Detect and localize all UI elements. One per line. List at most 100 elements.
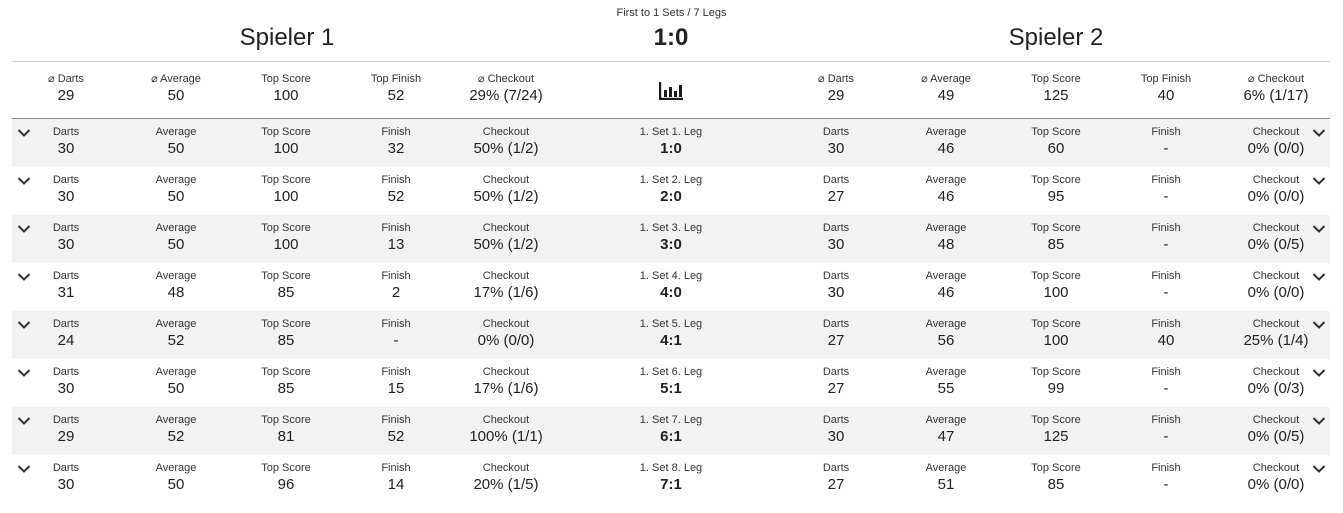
p2-leg-darts-label: Darts — [822, 462, 850, 474]
p1-leg-darts-label: Darts — [52, 366, 80, 378]
p1-leg-average-label: Average — [155, 126, 197, 138]
p2-leg-darts-value: 30 — [827, 140, 845, 157]
p2-leg-finish-value: - — [1163, 476, 1169, 493]
p1-leg-finish-value: 32 — [387, 140, 405, 157]
leg-center: 1. Set 4. Leg 4:0 — [616, 269, 726, 302]
leg-row[interactable]: Darts 24 Average 52 Top Score 85 Finish - Checko… — [12, 311, 1330, 359]
player2-name: Spieler 2 — [1008, 24, 1104, 51]
p2-avg-darts-value: 29 — [827, 87, 845, 104]
p2-leg-checkout-label: Checkout — [1252, 126, 1300, 138]
p2-leg-checkout: Checkout 0% (0/0) — [1221, 125, 1331, 158]
chevron-down-icon[interactable] — [17, 461, 31, 473]
leg-row[interactable]: Darts 30 Average 50 Top Score 96 Finish 14 Check… — [12, 455, 1330, 503]
chevron-down-icon[interactable] — [17, 365, 31, 377]
p1-leg-average-label: Average — [155, 318, 197, 330]
p2-leg-finish: Finish - — [1111, 221, 1221, 254]
p2-leg-darts: Darts 27 — [781, 173, 891, 206]
p1-leg-checkout-value: 100% (1/1) — [469, 428, 543, 445]
p2-leg-checkout-value: 0% (0/0) — [1247, 188, 1305, 205]
p2-top-finish: Top Finish 40 — [1111, 72, 1221, 105]
p2-avg-average-label: ⌀ Average — [921, 73, 971, 85]
p2-leg-average-label: Average — [925, 222, 967, 234]
p1-top-score: Top Score 100 — [231, 72, 341, 105]
chevron-down-icon[interactable] — [1312, 365, 1326, 377]
p1-leg-finish-value: 52 — [387, 428, 405, 445]
p2-leg-finish-value: - — [1163, 428, 1169, 445]
p1-leg-finish-label: Finish — [381, 222, 411, 234]
p1-leg-darts-value: 30 — [57, 380, 75, 397]
leg-row[interactable]: Darts 30 Average 50 Top Score 100 Finish 13 Chec… — [12, 215, 1330, 263]
p1-leg-average: Average 50 — [121, 461, 231, 494]
p2-leg-checkout-value: 0% (0/0) — [1247, 476, 1305, 493]
p1-leg-top-score-value: 85 — [277, 332, 295, 349]
leg-center: 1. Set 6. Leg 5:1 — [616, 365, 726, 398]
chevron-down-icon[interactable] — [1312, 125, 1326, 137]
p2-top-finish-value: 40 — [1157, 87, 1175, 104]
p1-leg-finish-label: Finish — [381, 174, 411, 186]
p2-leg-darts: Darts 27 — [781, 365, 891, 398]
chevron-down-icon[interactable] — [17, 317, 31, 329]
p1-leg-top-score-label: Top Score — [261, 366, 311, 378]
p2-leg-finish-label: Finish — [1151, 318, 1181, 330]
leg-title: 1. Set 3. Leg — [639, 222, 703, 234]
chevron-down-icon[interactable] — [1312, 317, 1326, 329]
p1-leg-darts-value: 24 — [57, 332, 75, 349]
p1-leg-average-value: 50 — [167, 140, 185, 157]
p1-leg-checkout: Checkout 17% (1/6) — [451, 365, 561, 398]
p2-leg-checkout-label: Checkout — [1252, 318, 1300, 330]
p2-leg-darts-label: Darts — [822, 270, 850, 282]
p2-leg-average-value: 46 — [937, 284, 955, 301]
p1-leg-checkout-value: 17% (1/6) — [473, 380, 539, 397]
chevron-down-icon[interactable] — [17, 413, 31, 425]
p1-leg-checkout-value: 50% (1/2) — [473, 236, 539, 253]
p1-leg-top-score: Top Score 85 — [231, 365, 341, 398]
p2-leg-checkout-label: Checkout — [1252, 366, 1300, 378]
p2-leg-top-score-label: Top Score — [1031, 222, 1081, 234]
p1-leg-average-value: 52 — [167, 428, 185, 445]
chevron-down-icon[interactable] — [17, 269, 31, 281]
leg-row[interactable]: Darts 29 Average 52 Top Score 81 Finish 52 Check… — [12, 407, 1330, 455]
chevron-down-icon[interactable] — [1312, 269, 1326, 281]
p2-leg-checkout-value: 25% (1/4) — [1243, 332, 1309, 349]
p2-leg-average: Average 56 — [891, 317, 1001, 350]
p1-leg-average: Average 50 — [121, 221, 231, 254]
chevron-down-icon[interactable] — [1312, 413, 1326, 425]
p2-leg-top-score-value: 95 — [1047, 188, 1065, 205]
p1-leg-average: Average 48 — [121, 269, 231, 302]
p1-leg-darts-label: Darts — [52, 462, 80, 474]
p1-leg-finish-value: 52 — [387, 188, 405, 205]
p1-leg-finish-label: Finish — [381, 366, 411, 378]
p1-leg-top-score-label: Top Score — [261, 174, 311, 186]
p1-avg-average-value: 50 — [167, 87, 185, 104]
leg-row[interactable]: Darts 30 Average 50 Top Score 85 Finish 15 Check… — [12, 359, 1330, 407]
p2-avg-checkout-value: 6% (1/17) — [1243, 87, 1309, 104]
leg-row[interactable]: Darts 30 Average 50 Top Score 100 Finish 52 Chec… — [12, 167, 1330, 215]
leg-row[interactable]: Darts 30 Average 50 Top Score 100 Finish 32 Chec… — [12, 119, 1330, 167]
p1-leg-checkout-label: Checkout — [482, 414, 530, 426]
chevron-down-icon[interactable] — [17, 125, 31, 137]
leg-row[interactable]: Darts 31 Average 48 Top Score 85 Finish 2 Checko… — [12, 263, 1330, 311]
p2-leg-finish-value: 40 — [1157, 332, 1175, 349]
p1-leg-darts: Darts 30 — [11, 221, 121, 254]
p2-leg-finish-value: - — [1163, 380, 1169, 397]
p1-leg-darts: Darts 24 — [11, 317, 121, 350]
chevron-down-icon[interactable] — [1312, 221, 1326, 233]
leg-title: 1. Set 8. Leg — [639, 462, 703, 474]
p2-leg-average-label: Average — [925, 462, 967, 474]
p2-leg-top-score: Top Score 95 — [1001, 173, 1111, 206]
p2-leg-average: Average 46 — [891, 125, 1001, 158]
p2-leg-checkout: Checkout 0% (0/5) — [1221, 221, 1331, 254]
chevron-down-icon[interactable] — [1312, 173, 1326, 185]
p1-avg-average-label: ⌀ Average — [151, 73, 201, 85]
p1-leg-darts-label: Darts — [52, 222, 80, 234]
chevron-down-icon[interactable] — [17, 173, 31, 185]
p2-leg-average: Average 51 — [891, 461, 1001, 494]
bar-chart-icon[interactable] — [659, 82, 683, 100]
leg-center: 1. Set 8. Leg 7:1 — [616, 461, 726, 494]
chevron-down-icon[interactable] — [17, 221, 31, 233]
p1-leg-checkout-label: Checkout — [482, 126, 530, 138]
chevron-down-icon[interactable] — [1312, 461, 1326, 473]
p2-leg-checkout: Checkout 0% (0/0) — [1221, 461, 1331, 494]
p1-leg-finish: Finish 52 — [341, 413, 451, 446]
p1-leg-top-score-label: Top Score — [261, 222, 311, 234]
